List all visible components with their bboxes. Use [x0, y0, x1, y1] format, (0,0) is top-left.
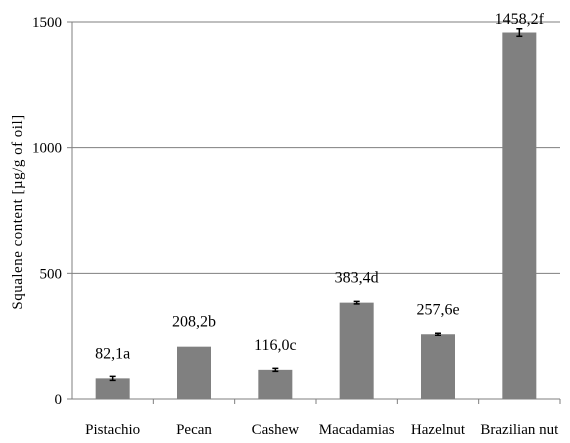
bar-0 [95, 378, 130, 399]
data-label-3: 383,4d [335, 270, 379, 287]
y-axis-title: Squalene content [µg/g of oil] [10, 114, 26, 309]
data-label-5: 1458,2f [495, 11, 545, 28]
bar-4 [421, 334, 455, 399]
y-tick-label: 1500 [32, 15, 62, 31]
data-label-0: 82,1a [95, 345, 130, 362]
category-label-0: Pistachio [85, 422, 140, 438]
data-label-1: 208,2b [172, 314, 216, 331]
data-label-2: 116,0c [254, 337, 297, 354]
category-label-2: Cashew [252, 422, 300, 438]
category-label-1: Pecan [176, 422, 212, 438]
category-label-4: Hazelnut [411, 422, 466, 438]
y-tick-label: 500 [40, 266, 63, 282]
bar-3 [339, 302, 374, 399]
bar-2 [258, 369, 293, 399]
category-label-5: Brazilian nut [480, 422, 559, 438]
bar-5 [502, 32, 537, 399]
y-tick-label: 1000 [32, 141, 62, 157]
category-label-3: Macadamias [319, 422, 395, 438]
y-tick-label: 0 [55, 392, 63, 408]
data-label-4: 257,6e [416, 301, 459, 318]
bar-1 [177, 346, 211, 399]
